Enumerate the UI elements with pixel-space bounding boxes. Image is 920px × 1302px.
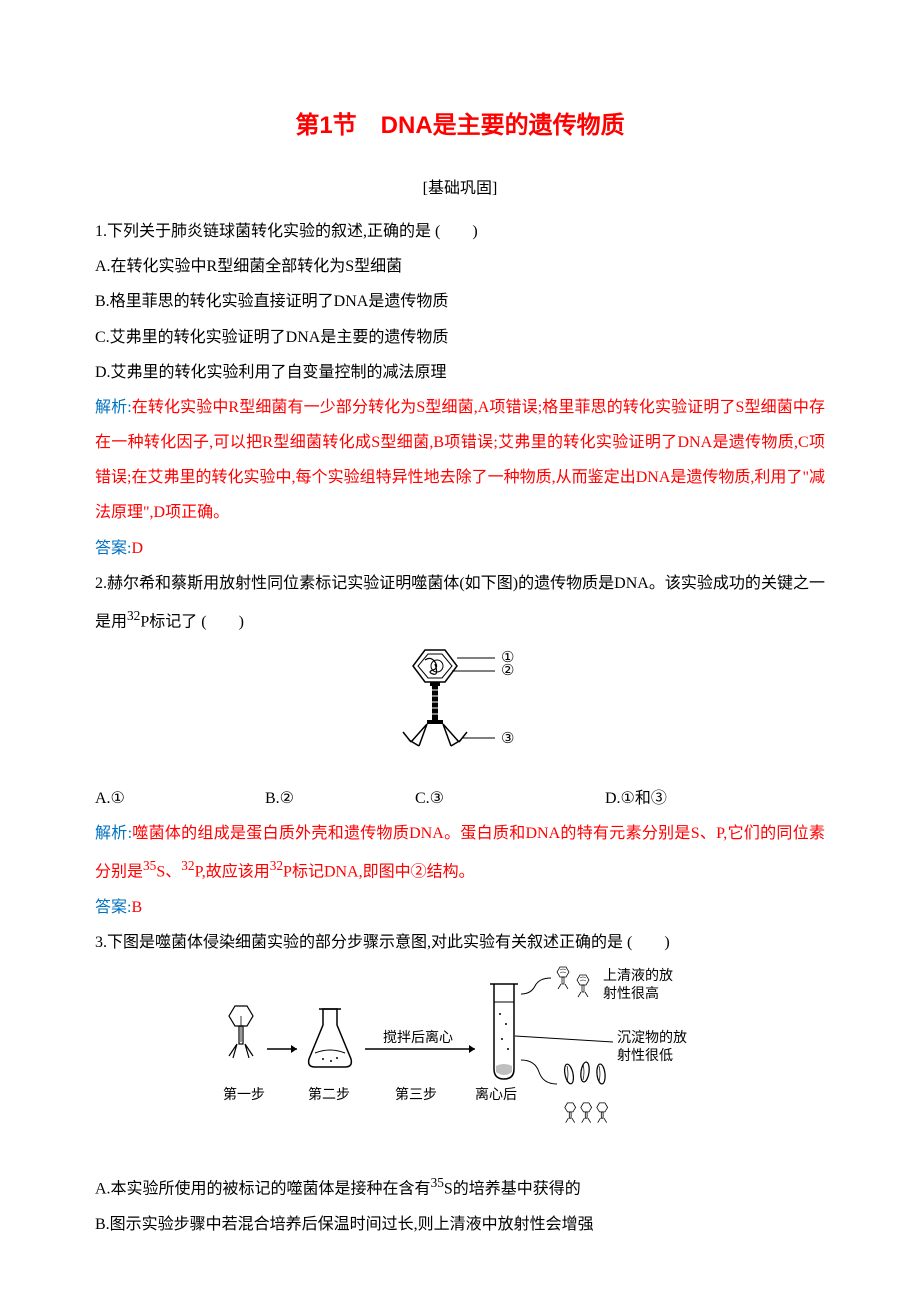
q1-option-c: C.艾弗里的转化实验证明了DNA是主要的遗传物质 — [95, 320, 825, 355]
q1-analysis-text: 在转化实验中R型细菌有一少部分转化为S型细菌,A项错误;格里菲思的转化实验证明了… — [95, 399, 825, 522]
q3-stem: 3.下图是噬菌体侵染细菌实验的部分步骤示意图,对此实验有关叙述正确的是 ( ) — [95, 925, 825, 960]
section-subtitle: [基础巩固] — [95, 171, 825, 206]
q3-optA-sup: 35 — [431, 1175, 444, 1190]
q3-option-b: B.图示实验步骤中若混合培养后保温时间过长,则上清液中放射性会增强 — [95, 1207, 825, 1242]
q2-analysis-s2: 32 — [181, 858, 194, 873]
q1-option-d: D.艾弗里的转化实验利用了自变量控制的减法原理 — [95, 355, 825, 390]
q1-option-b: B.格里菲思的转化实验直接证明了DNA是遗传物质 — [95, 284, 825, 319]
q3-option-a: A.本实验所使用的被标记的噬菌体是接种在含有35S的培养基中获得的 — [95, 1168, 825, 1207]
q3-fig-centrifuge-label: 搅拌后离心 — [383, 1029, 453, 1046]
q3-fig-step1: 第一步 — [223, 1086, 265, 1103]
q1-analysis-label: 解析: — [95, 399, 132, 416]
q2-answer: 答案:B — [95, 890, 825, 925]
bacteriophage-diagram-icon: ① ② ③ — [375, 644, 545, 764]
q2-figure: ① ② ③ — [95, 644, 825, 777]
q2-options-row: A.① B.② C.③ D.①和③ — [95, 781, 825, 816]
q2-analysis-p2: S、 — [156, 863, 181, 880]
q2-analysis: 解析:噬菌体的组成是蛋白质外壳和遗传物质DNA。蛋白质和DNA的特有元素分别是S… — [95, 816, 825, 890]
q1-answer-value: D — [131, 540, 143, 557]
q2-stem: 2.赫尔希和蔡斯用放射性同位素标记实验证明噬菌体(如下图)的遗传物质是DNA。该… — [95, 566, 825, 640]
q2-superscript-32: 32 — [127, 608, 140, 623]
q3-optA-p1: A.本实验所使用的被标记的噬菌体是接种在含有 — [95, 1180, 431, 1197]
q3-fig-top-label2: 射性很高 — [603, 985, 659, 1002]
q2-option-a: A.① — [95, 781, 265, 816]
q2-answer-label: 答案: — [95, 899, 131, 916]
q2-fig-label3: ③ — [501, 731, 514, 747]
q3-fig-step3: 第三步 — [395, 1086, 437, 1103]
q2-stem-part2: P标记了 ( ) — [140, 613, 244, 630]
q3-figure: 第一步 第二步 第三步 搅拌后离心 离心后 上清液的放 射性很高 沉淀物的放 射… — [95, 964, 825, 1164]
q2-analysis-s3: 32 — [270, 858, 283, 873]
q2-fig-label2: ② — [501, 663, 514, 679]
q2-analysis-label: 解析: — [95, 825, 132, 842]
q1-answer-label: 答案: — [95, 540, 131, 557]
q2-option-d: D.①和③ — [605, 781, 667, 816]
q2-analysis-p4: P标记DNA,即图中②结构。 — [283, 863, 475, 880]
q1-option-a: A.在转化实验中R型细菌全部转化为S型细菌 — [95, 249, 825, 284]
phage-experiment-diagram-icon: 第一步 第二步 第三步 搅拌后离心 离心后 上清液的放 射性很高 沉淀物的放 射… — [195, 964, 725, 1164]
q3-fig-step2: 第二步 — [308, 1086, 350, 1103]
q3-fig-bottom-label1: 沉淀物的放 — [617, 1030, 687, 1046]
q3-optA-p2: S的培养基中获得的 — [444, 1180, 581, 1197]
q2-analysis-s1: 35 — [143, 858, 156, 873]
q2-option-b: B.② — [265, 781, 415, 816]
q1-analysis: 解析:在转化实验中R型细菌有一少部分转化为S型细菌,A项错误;格里菲思的转化实验… — [95, 390, 825, 531]
q1-stem: 1.下列关于肺炎链球菌转化实验的叙述,正确的是 ( ) — [95, 214, 825, 249]
q3-fig-bottom-label2: 射性很低 — [617, 1048, 673, 1064]
section-title: 第1节 DNA是主要的遗传物质 — [95, 100, 825, 153]
q2-option-c: C.③ — [415, 781, 605, 816]
q2-analysis-p3: P,故应该用 — [195, 863, 270, 880]
q2-answer-value: B — [131, 899, 142, 916]
q1-answer: 答案:D — [95, 531, 825, 566]
q3-fig-top-label1: 上清液的放 — [603, 968, 673, 984]
q3-fig-after-centrifuge: 离心后 — [475, 1086, 517, 1103]
